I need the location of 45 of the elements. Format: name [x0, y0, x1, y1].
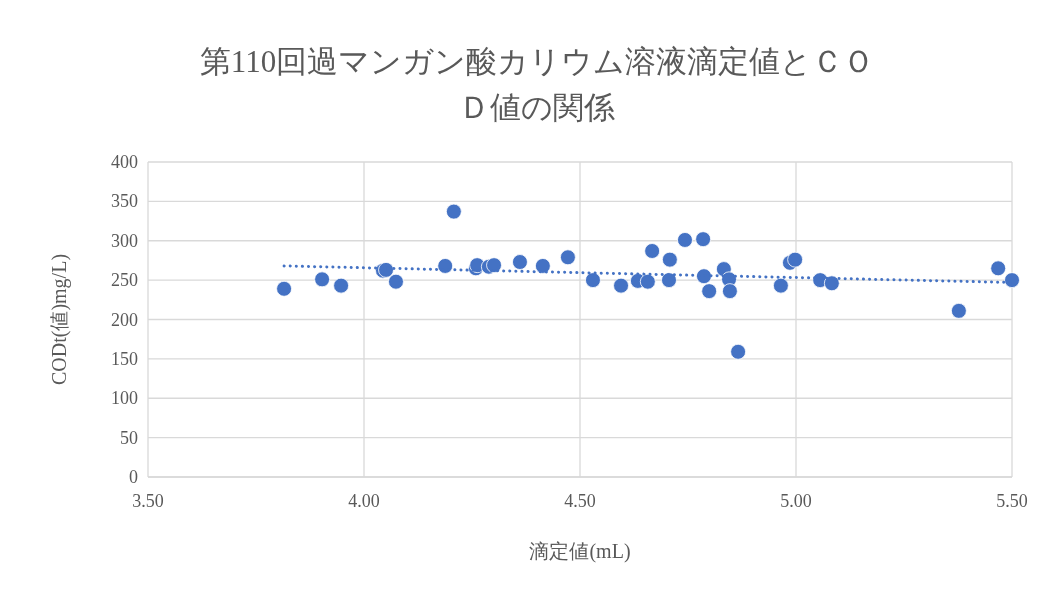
point	[990, 260, 1007, 277]
point	[512, 254, 528, 270]
x-tick-label: 5.00	[780, 491, 812, 511]
point	[661, 251, 678, 268]
y-tick-label: 0	[129, 467, 138, 487]
point	[661, 272, 677, 289]
point	[823, 275, 840, 292]
y-tick-label: 400	[111, 152, 138, 172]
point	[585, 272, 601, 289]
y-tick-label: 350	[111, 191, 138, 212]
point	[677, 232, 693, 248]
x-tick-label: 5.50	[996, 491, 1028, 511]
point	[437, 258, 454, 274]
y-tick-label: 250	[111, 270, 138, 291]
point	[486, 257, 502, 274]
x-tick-label: 4.50	[564, 491, 596, 511]
point	[695, 231, 712, 248]
y-tick-label: 50	[120, 427, 138, 448]
point	[276, 280, 292, 297]
y-axis-title: CODt(値)mg/L)	[48, 253, 71, 386]
point	[639, 273, 656, 290]
point	[1004, 272, 1020, 289]
point	[722, 283, 738, 300]
x-axis-title: 滴定値(mL)	[529, 540, 631, 563]
point	[445, 203, 462, 220]
x-tick-label: 4.00	[348, 491, 380, 511]
point	[696, 268, 712, 285]
y-tick-label: 150	[111, 348, 138, 369]
y-tick-label: 200	[111, 309, 138, 330]
point	[644, 243, 661, 259]
point	[333, 277, 349, 294]
point	[701, 283, 718, 300]
point	[950, 302, 967, 319]
point	[534, 258, 551, 274]
point	[560, 249, 576, 266]
chart-title: 第110回過マンガン酸カリウム溶液滴定値とＣＯＤ値の関係	[199, 44, 875, 125]
point	[772, 277, 789, 294]
point	[388, 273, 404, 290]
point	[730, 343, 747, 360]
point	[787, 251, 804, 268]
point	[613, 277, 629, 294]
x-tick-label: 3.50	[132, 491, 164, 511]
point	[314, 271, 330, 288]
y-tick-label: 300	[111, 230, 138, 251]
y-tick-label: 100	[111, 388, 138, 409]
